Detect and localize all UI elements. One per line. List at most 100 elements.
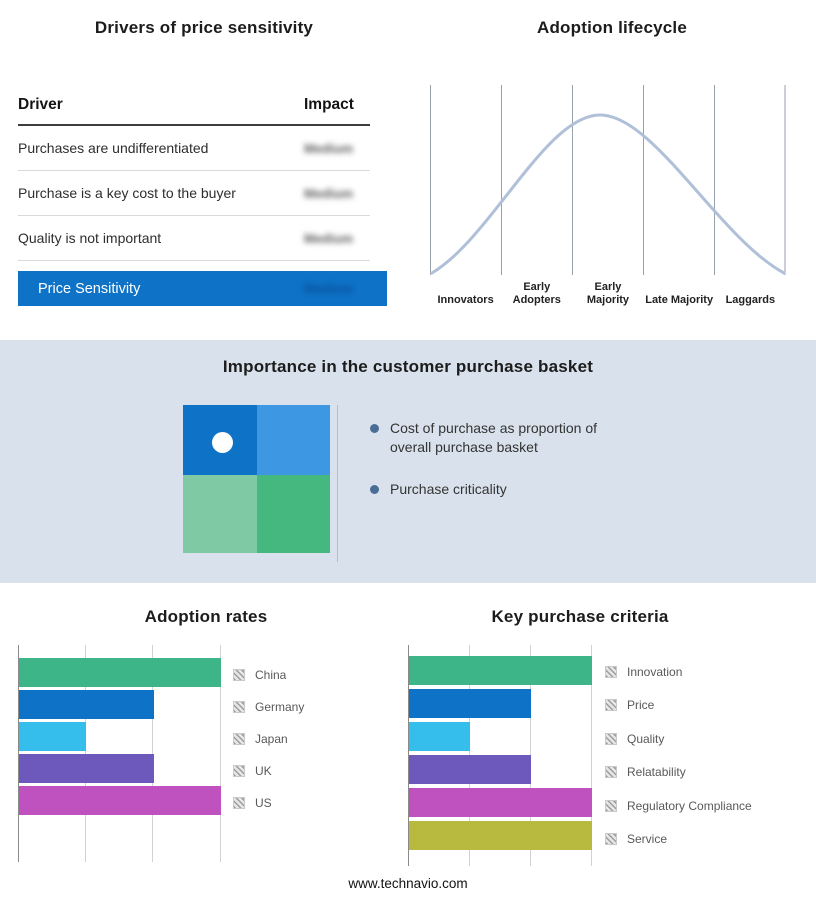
quadrant-axis-line xyxy=(337,405,338,562)
bar-japan xyxy=(19,722,87,751)
drivers-table-header: Driver Impact xyxy=(18,92,370,126)
legend-label: Japan xyxy=(255,732,288,746)
bullet-text: Cost of purchase as proportion of overal… xyxy=(390,420,598,455)
bar-china xyxy=(19,658,221,687)
legend-hatch-swatch xyxy=(605,833,617,846)
bell-curve xyxy=(430,113,786,275)
key-purchase-criteria-chart xyxy=(408,645,592,866)
legend-label: UK xyxy=(255,764,272,778)
adoption-rates-title: Adoption rates xyxy=(144,607,268,626)
stage-label: Early Adopters xyxy=(512,281,561,306)
bar-uk xyxy=(19,754,154,783)
lifecycle-stage-labels: Innovators Early Adopters Early Majority… xyxy=(430,275,786,307)
legend-hatch-swatch xyxy=(605,699,617,712)
drivers-panel-title: Drivers of price sensitivity xyxy=(94,18,314,37)
legend-label: Price xyxy=(627,698,655,713)
bar-group xyxy=(409,656,592,854)
purchase-basket-quadrant xyxy=(183,405,330,553)
legend-label: Germany xyxy=(255,700,305,714)
bullet-icon xyxy=(370,485,379,494)
legend-hatch-swatch xyxy=(233,669,245,681)
lifecycle-panel-title: Adoption lifecycle xyxy=(536,18,687,37)
adoption-rates-chart xyxy=(18,645,221,862)
bar-quality xyxy=(409,722,470,751)
impact-value-redacted: Medium xyxy=(304,281,354,296)
list-item: Purchase criticality xyxy=(370,480,650,499)
legend-hatch-swatch xyxy=(233,701,245,713)
stage-label: Early Majority xyxy=(586,281,630,306)
gridline xyxy=(220,645,221,862)
basket-panel-title: Importance in the customer purchase bask… xyxy=(222,357,594,376)
quadrant-top-right xyxy=(257,405,330,475)
bar-price xyxy=(409,689,531,718)
bell-curve-plot xyxy=(430,85,786,275)
adoption-lifecycle-chart: Innovators Early Adopters Early Majority… xyxy=(430,85,786,307)
table-row: Purchases are undifferentiated Medium xyxy=(18,126,370,171)
bar-us xyxy=(19,786,221,815)
bar-regulatory-compliance xyxy=(409,788,592,817)
impact-value-redacted: Medium xyxy=(304,140,354,156)
stage-label: Late Majority xyxy=(645,294,714,306)
key-purchase-criteria-legend: Innovation Price Quality Relatability Re… xyxy=(605,655,752,856)
drivers-table: Driver Impact Purchases are undifferenti… xyxy=(18,92,370,261)
driver-label: Purchase is a key cost to the buyer xyxy=(18,185,236,201)
impact-value-redacted: Medium xyxy=(304,230,354,246)
legend-item: Price xyxy=(605,689,752,723)
legend-hatch-swatch xyxy=(605,766,617,779)
bar-service xyxy=(409,821,592,850)
legend-label: Innovation xyxy=(627,664,683,679)
legend-item: Relatability xyxy=(605,756,752,790)
legend-item: China xyxy=(233,659,304,691)
legend-label: Quality xyxy=(627,731,665,746)
basket-bullet-list: Cost of purchase as proportion of overal… xyxy=(370,419,650,522)
bullet-icon xyxy=(370,424,379,433)
quadrant-top-left xyxy=(183,405,257,475)
legend-item: UK xyxy=(233,755,304,787)
legend-item: Innovation xyxy=(605,655,752,689)
driver-label: Quality is not important xyxy=(18,230,162,246)
key-purchase-criteria-title: Key purchase criteria xyxy=(491,607,669,626)
legend-label: Relatability xyxy=(627,765,686,780)
stage-label: Innovators xyxy=(437,294,494,306)
price-sensitivity-label: Price Sensitivity xyxy=(38,280,141,297)
legend-item: Germany xyxy=(233,691,304,723)
legend-item: Japan xyxy=(233,723,304,755)
quadrant-bottom-left xyxy=(183,475,257,553)
legend-hatch-swatch xyxy=(605,665,617,678)
legend-hatch-swatch xyxy=(233,733,245,745)
list-item: Cost of purchase as proportion of overal… xyxy=(370,419,650,457)
bar-relatability xyxy=(409,755,531,784)
bar-group xyxy=(19,658,221,818)
purchase-basket-band xyxy=(0,340,816,583)
gridline xyxy=(152,645,153,862)
legend-item: Service xyxy=(605,823,752,857)
legend-hatch-swatch xyxy=(233,797,245,809)
legend-label: China xyxy=(255,668,287,682)
adoption-rates-legend: China Germany Japan UK US xyxy=(233,659,304,819)
legend-label: Regulatory Compliance xyxy=(627,798,752,813)
website-url: www.technavio.com xyxy=(348,876,468,891)
gridline xyxy=(85,645,86,862)
table-row: Quality is not important Medium xyxy=(18,216,370,261)
legend-label: US xyxy=(255,796,272,810)
table-row: Purchase is a key cost to the buyer Medi… xyxy=(18,171,370,216)
legend-item: US xyxy=(233,787,304,819)
bullet-text: Purchase criticality xyxy=(390,481,507,497)
legend-item: Quality xyxy=(605,722,752,756)
stage-label: Laggards xyxy=(725,294,776,306)
legend-label: Service xyxy=(627,832,668,847)
column-header-impact: Impact xyxy=(304,96,354,113)
driver-label: Purchases are undifferentiated xyxy=(18,140,209,156)
gridline xyxy=(591,645,592,866)
quadrant-bottom-right xyxy=(257,475,330,553)
quadrant-marker-dot xyxy=(212,432,233,453)
legend-hatch-swatch xyxy=(605,732,617,745)
column-header-driver: Driver xyxy=(18,96,63,113)
legend-item: Regulatory Compliance xyxy=(605,789,752,823)
price-sensitivity-highlight-bar: Price Sensitivity Medium xyxy=(18,271,387,306)
legend-hatch-swatch xyxy=(233,765,245,777)
bar-germany xyxy=(19,690,154,719)
legend-hatch-swatch xyxy=(605,799,617,812)
impact-value-redacted: Medium xyxy=(304,185,354,201)
